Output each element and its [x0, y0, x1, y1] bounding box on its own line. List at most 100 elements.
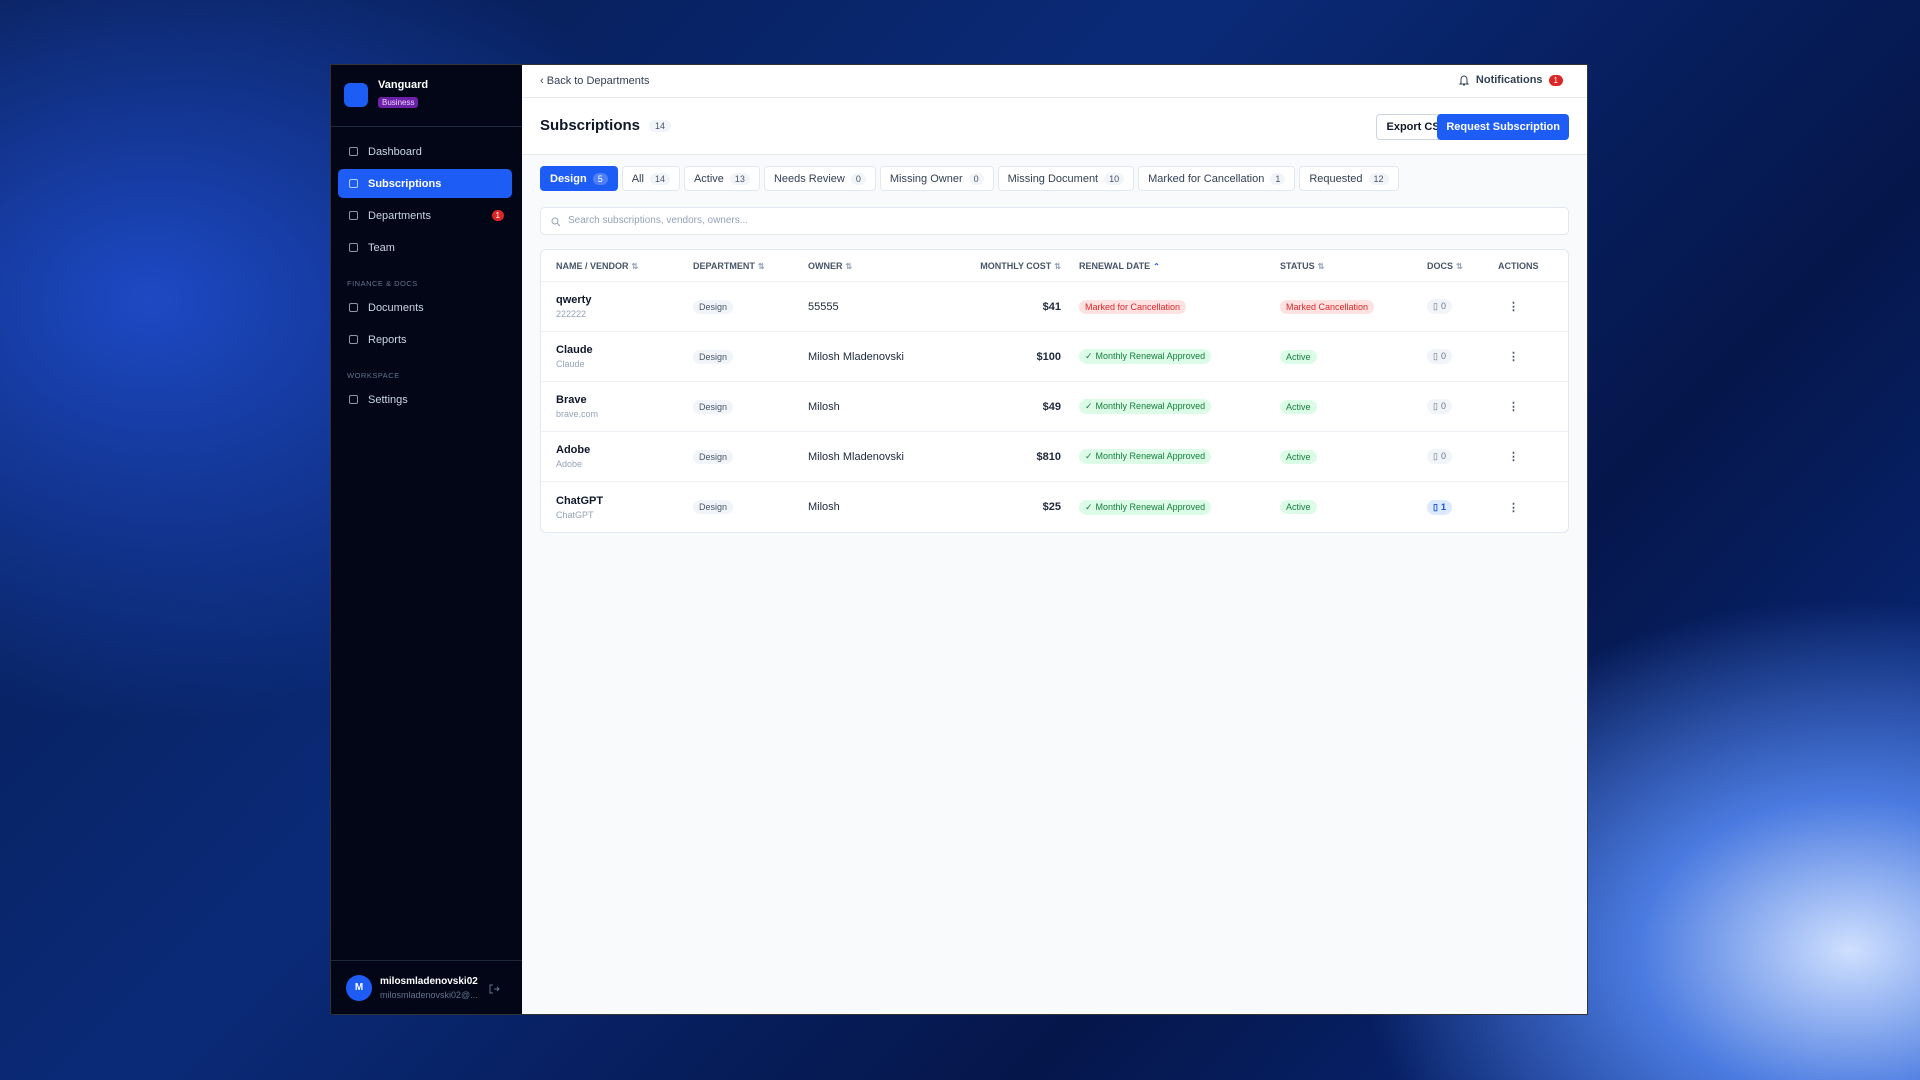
- column-title: MONTHLY COST: [980, 260, 1052, 271]
- request-button[interactable]: Request Subscription: [1437, 114, 1569, 140]
- sort-icon: ⇅: [1054, 261, 1061, 271]
- docs-count: 0: [1440, 401, 1446, 411]
- nav-label: Team: [368, 241, 395, 254]
- nav-label: Dashboard: [368, 145, 422, 158]
- tab[interactable]: Missing Document 10: [997, 166, 1135, 191]
- docs-tag[interactable]: ▯ 0: [1427, 299, 1452, 314]
- docs-cell: ▯ 0: [1427, 349, 1498, 364]
- actions-menu[interactable]: ⋮: [1508, 451, 1519, 463]
- renewal-text: Monthly Renewal Approved: [1095, 351, 1206, 361]
- nav-label: Documents: [368, 301, 424, 314]
- sort-icon: ⇅: [1456, 261, 1463, 271]
- docs-tag[interactable]: ▯ 0: [1427, 399, 1452, 414]
- notifications[interactable]: Notifications 1: [1458, 74, 1563, 86]
- tab-count: 0: [968, 172, 984, 185]
- tab-label: All: [631, 172, 644, 185]
- column-header[interactable]: DEPARTMENT ⇅: [693, 261, 808, 271]
- sort-icon: ⌃: [1153, 261, 1160, 271]
- column-header[interactable]: RENEWAL DATE ⌃: [1061, 261, 1280, 271]
- status-cell: Marked Cancellation: [1280, 299, 1427, 314]
- nav-item[interactable]: Departments 1: [338, 201, 512, 230]
- docs-tag[interactable]: ▯ 1: [1427, 499, 1452, 515]
- brand: Vanguard: [378, 79, 429, 91]
- bell-icon: [1458, 75, 1470, 86]
- main: ‹ Back to Departments Notifications 1 Su…: [522, 65, 1587, 1014]
- notifications-label: Notifications: [1475, 74, 1543, 86]
- column-header[interactable]: DOCS ⇅: [1427, 261, 1498, 271]
- avatar[interactable]: M: [346, 975, 372, 1001]
- plan-badge: Business: [378, 97, 419, 108]
- title-count: 14: [649, 120, 672, 132]
- table-row[interactable]: Claude Claude Design Milosh Mladenovski $100…: [541, 332, 1568, 382]
- renewal-cell: Marked for Cancellation: [1061, 299, 1280, 314]
- table-row[interactable]: qwerty 222222 Design 55555 $41 Marked for Can…: [541, 282, 1568, 332]
- actions-menu[interactable]: ⋮: [1508, 401, 1519, 413]
- nav-item[interactable]: Reports: [338, 325, 512, 354]
- sort-icon: ⇅: [757, 261, 765, 271]
- tab[interactable]: Needs Review 0: [763, 166, 876, 191]
- tab-count: 10: [1104, 172, 1125, 185]
- column-header[interactable]: STATUS ⇅: [1280, 261, 1427, 271]
- nav-label: Subscriptions: [368, 177, 442, 190]
- docs-tag[interactable]: ▯ 0: [1427, 349, 1452, 364]
- search-box[interactable]: Search subscriptions, vendors, owners...: [540, 207, 1569, 235]
- tab[interactable]: Design 5: [540, 166, 618, 191]
- column-header[interactable]: MONTHLY COST ⇅: [951, 261, 1061, 271]
- back-text: Back to Departments: [546, 75, 650, 87]
- actions-menu[interactable]: ⋮: [1508, 351, 1519, 363]
- nav-item[interactable]: Settings: [338, 385, 512, 414]
- department-tag: Design: [693, 349, 734, 364]
- actions-menu[interactable]: ⋮: [1508, 301, 1519, 313]
- table-row[interactable]: Brave brave.com Design Milosh $49 ✓ Monthly Re…: [541, 382, 1568, 432]
- docs-count: 1: [1440, 501, 1446, 512]
- table-row[interactable]: ChatGPT ChatGPT Design Milosh $25 ✓ Monthly Re…: [541, 482, 1568, 532]
- doc-icon: ▯: [1433, 351, 1438, 361]
- table-row[interactable]: Adobe Adobe Design Milosh Mladenovski $810 ✓ M…: [541, 432, 1568, 482]
- renewal-text: Monthly Renewal Approved: [1095, 401, 1206, 411]
- status-cell: Active: [1280, 349, 1427, 364]
- table-header: NAME / VENDOR ⇅ DEPARTMENT ⇅ OWNER ⇅ MONTHLY C…: [541, 250, 1568, 282]
- nav-item[interactable]: Subscriptions: [338, 169, 512, 198]
- tab[interactable]: Requested 12: [1299, 166, 1399, 191]
- doc-icon: ▯: [1433, 451, 1438, 461]
- nav-item[interactable]: Team: [338, 233, 512, 262]
- tab-label: Missing Document: [1007, 172, 1099, 185]
- nav-icon: [349, 147, 358, 156]
- docs-cell: ▯ 1: [1427, 499, 1498, 515]
- column-header[interactable]: NAME / VENDOR ⇅: [541, 261, 693, 271]
- docs-cell: ▯ 0: [1427, 399, 1498, 414]
- top-bar: ‹ Back to Departments Notifications 1: [522, 65, 1587, 98]
- column-header[interactable]: OWNER ⇅: [808, 261, 951, 271]
- actions-menu[interactable]: ⋮: [1508, 501, 1519, 514]
- owner: Milosh Mladenovski: [808, 350, 904, 363]
- logout-icon[interactable]: [488, 983, 500, 995]
- check-icon: ✓: [1085, 351, 1093, 361]
- column-title: DOCS: [1427, 260, 1454, 271]
- notification-badge: 1: [1548, 74, 1563, 86]
- nav-item[interactable]: Documents: [338, 293, 512, 322]
- tab-label: Missing Owner: [889, 172, 963, 185]
- page-title: Subscriptions: [540, 117, 641, 134]
- monthly-cost: $100: [1036, 350, 1061, 363]
- department-cell: Design: [693, 500, 808, 514]
- department-cell: Design: [693, 449, 808, 464]
- tab[interactable]: Missing Owner 0: [879, 166, 994, 191]
- tab[interactable]: All 14: [621, 166, 680, 191]
- monthly-cost: $810: [1036, 450, 1061, 463]
- back-link[interactable]: ‹ Back to Departments: [540, 75, 650, 87]
- app-window: Vanguard Business Dashboard Subscriptions…: [330, 64, 1588, 1015]
- tab-label: Design: [550, 172, 587, 185]
- logo: [344, 83, 368, 107]
- docs-tag[interactable]: ▯ 0: [1427, 449, 1452, 464]
- tab[interactable]: Marked for Cancellation 1: [1138, 166, 1296, 191]
- column-title: RENEWAL DATE: [1079, 260, 1151, 271]
- nav-label: Reports: [368, 333, 407, 346]
- renewal-tag: ✓ Monthly Renewal Approved: [1079, 349, 1212, 364]
- docs-cell: ▯ 0: [1427, 449, 1498, 464]
- status-tag: Active: [1280, 449, 1317, 464]
- nav-item[interactable]: Dashboard: [338, 137, 512, 166]
- tab[interactable]: Active 13: [683, 166, 760, 191]
- status-tag: Marked Cancellation: [1280, 299, 1375, 314]
- owner: Milosh Mladenovski: [808, 450, 904, 463]
- doc-icon: ▯: [1433, 401, 1438, 411]
